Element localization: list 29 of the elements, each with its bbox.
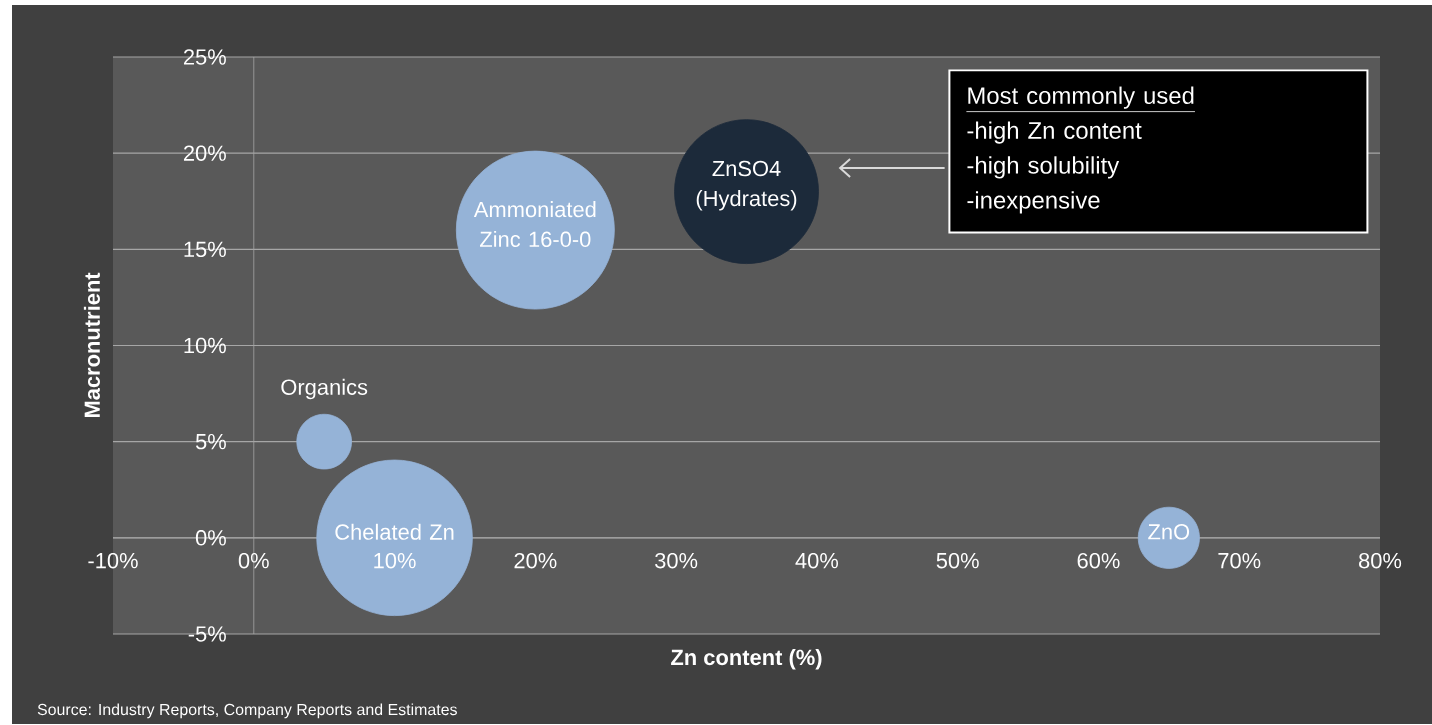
y-tick-label: 5% [195,433,226,450]
annotation: -high solubility [967,156,1120,179]
source-note: Source: Industry Reports, Company Reports and Estimates [37,703,457,719]
annotation: Chelated Zn [335,523,454,540]
y-tick-label: 10% [184,337,226,354]
y-tick-label: 0% [195,530,226,546]
annotation: -inexpensive [967,191,1100,214]
x-tick-label: 70% [1218,552,1261,569]
x-tick-label: 0% [238,552,269,569]
y-tick-label: 15% [184,241,226,258]
x-tick-label: 80% [1359,552,1402,569]
y-tick-label: 20% [183,145,226,161]
annotation: Ammoniated Zinc 16-0-0 [473,201,596,248]
x-tick-label: 60% [1077,552,1120,569]
y-tick-label: -5% [188,626,226,642]
annotation: ZnO [1148,524,1190,540]
x-tick-label: 40% [795,552,839,569]
x-tick-label: -10% [88,552,138,569]
annotation: Most commonly used [968,86,1194,109]
y-axis-title: Macronutrient [83,272,100,418]
x-axis-title: Zn content (%) [671,649,822,670]
x-tick-label: 20% [514,552,557,569]
annotation: Organics [281,378,368,400]
x-tick-label: 10% [374,552,416,569]
annotation: ZnSO4 (Hydrates) [696,160,797,211]
x-tick-label: 30% [655,552,698,569]
y-tick-label: 25% [183,49,226,65]
x-tick-label: 50% [936,552,979,569]
annotation: -high Zn content [967,121,1142,144]
